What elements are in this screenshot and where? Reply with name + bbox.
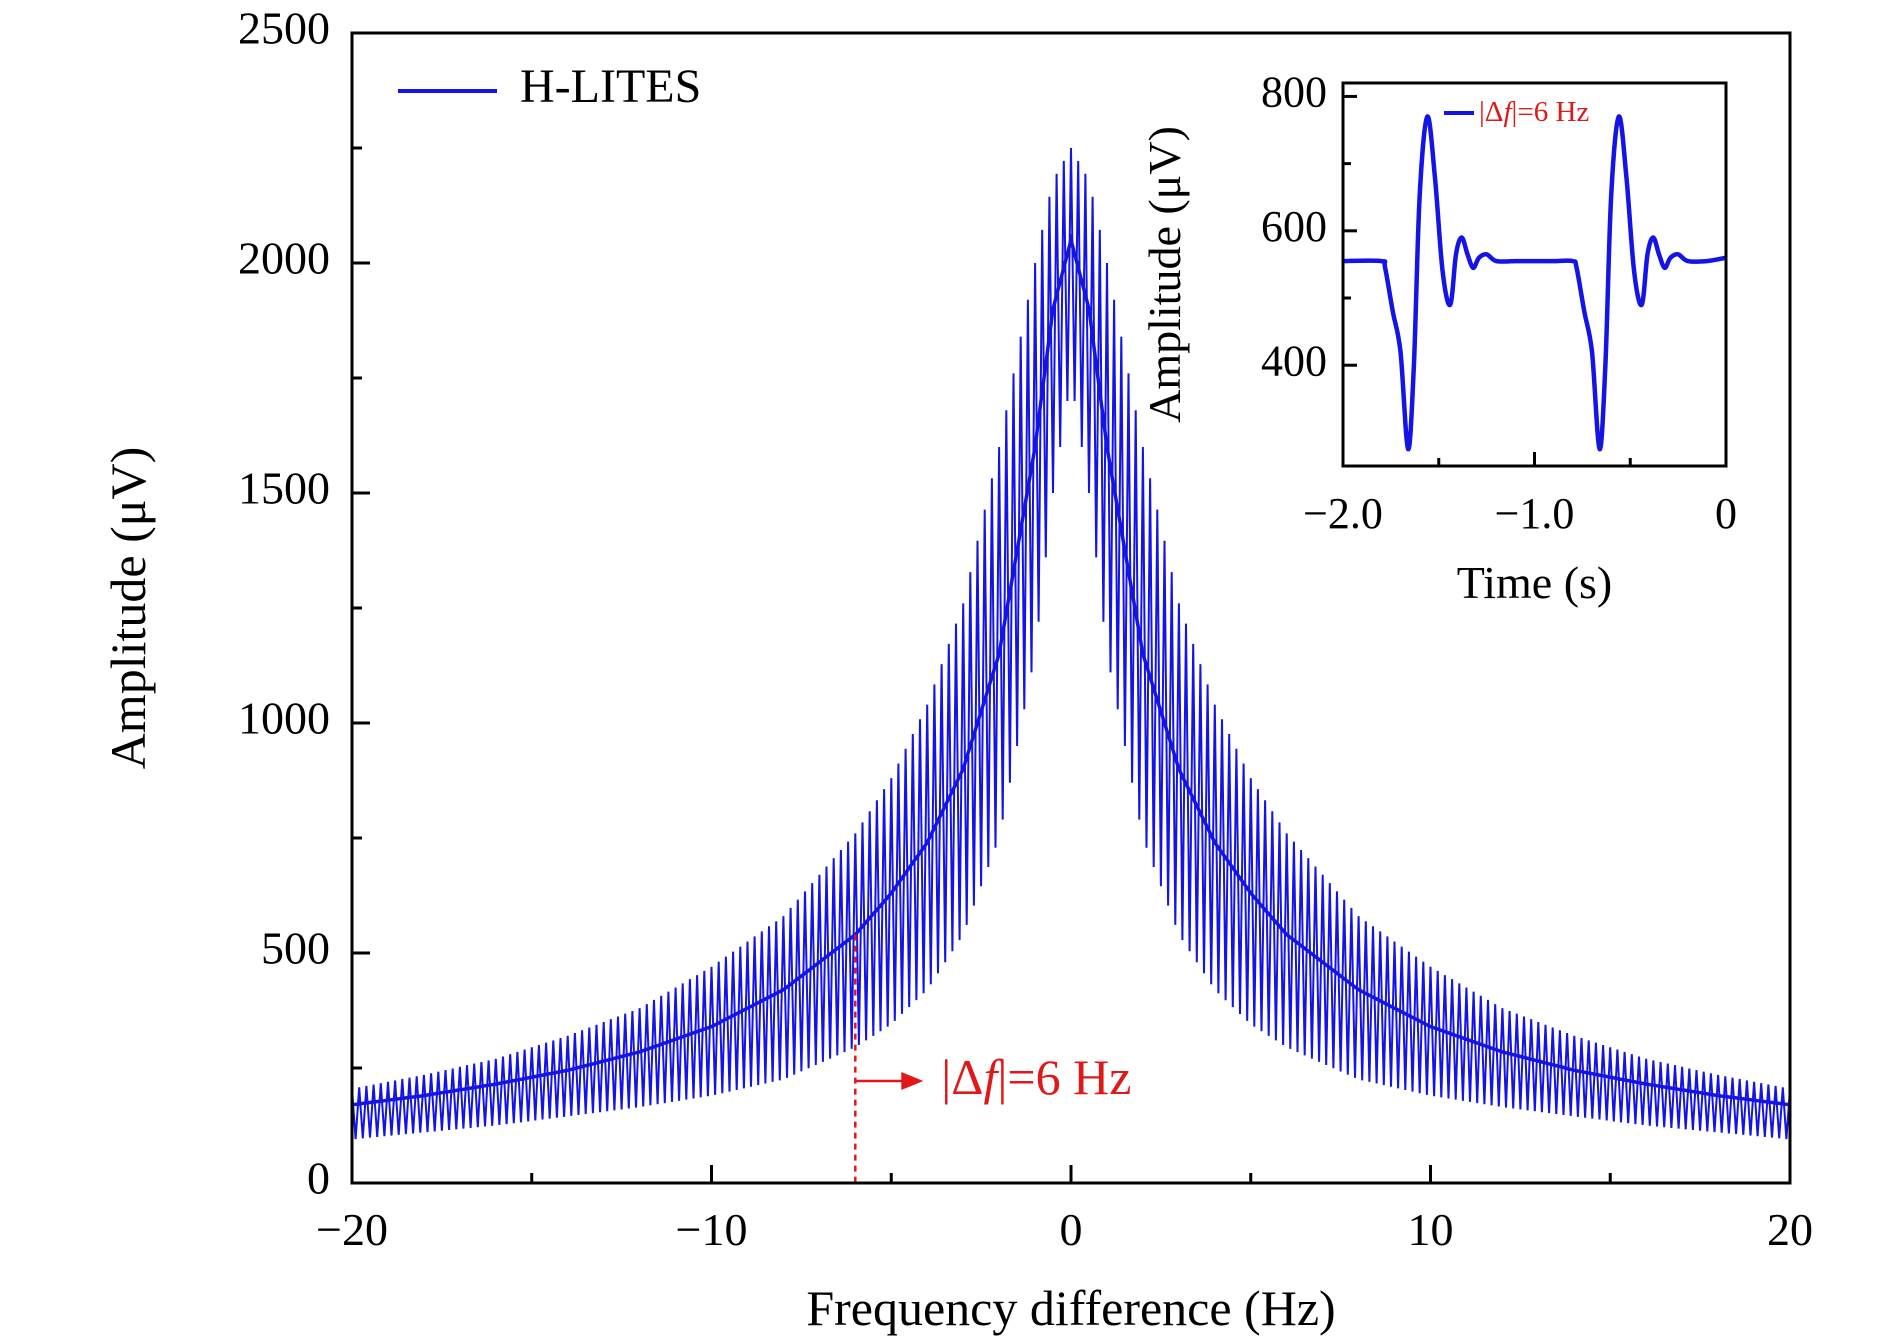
legend-label-h-lites: H-LITES [520, 60, 701, 113]
y-tick-label-500: 500 [261, 923, 330, 974]
annotation-layer: |Δf|=6 Hz [854, 934, 1131, 1183]
annotation-label: |Δf|=6 Hz [941, 1049, 1131, 1105]
inset-legend-label: |Δf|=6 Hz [1479, 96, 1589, 128]
y-tick-label-1000: 1000 [238, 693, 330, 744]
inset-y-axis-title: Amplitude (μV) [1139, 126, 1190, 423]
annotation-label-suffix: |=6 Hz [997, 1049, 1131, 1105]
inset-y-tick-label-400: 400 [1261, 336, 1327, 385]
x-tick-label-10: −10 [676, 1204, 748, 1255]
x-tick-label-10: 10 [1408, 1204, 1454, 1255]
inset-x-axis-title: Time (s) [1457, 557, 1613, 608]
annotation-label-prefix: |Δ [941, 1049, 983, 1105]
x-tick-label-20: 20 [1767, 1204, 1813, 1255]
x-axis-title: Frequency difference (Hz) [806, 1280, 1335, 1336]
main-legend: H-LITES [398, 60, 701, 113]
y-axis-title: Amplitude (μV) [100, 447, 156, 770]
inset-legend: |Δf|=6 Hz [1444, 96, 1589, 128]
x-tick-label-0: 0 [1060, 1204, 1083, 1255]
inset-x-tick-label-2-0: −2.0 [1303, 489, 1383, 538]
y-tick-label-2000: 2000 [238, 233, 330, 284]
main-data-layer [351, 147, 1791, 1140]
inset-x-tick-label-0: 0 [1715, 489, 1737, 538]
y-tick-label-0: 0 [307, 1153, 330, 1204]
y-tick-label-2500: 2500 [238, 3, 330, 54]
annotation-arrowhead [901, 1072, 924, 1090]
series-h-lites-oscillation [351, 147, 1791, 1140]
inset-series-line [1342, 114, 1727, 452]
main-plot: |Δf|=6 Hz −20 −10 0 10 20 0 500 1000 1500 2000 250… [100, 3, 1813, 1336]
inset-y-tick-label-600: 600 [1261, 202, 1327, 251]
inset-x-tick-label-1-0: −1.0 [1495, 489, 1575, 538]
inset-plot: −2.0 −1.0 0 400 600 800 |Δf|=6 Hz Time (s) Am… [1139, 68, 1737, 608]
inset-data-layer [1342, 114, 1727, 452]
y-tick-label-1500: 1500 [238, 463, 330, 514]
main-ticks: −20 −10 0 10 20 0 500 1000 1500 2000 2500 [238, 3, 1813, 1255]
inset-ticks: −2.0 −1.0 0 400 600 800 [1261, 68, 1737, 538]
x-tick-label-20: −20 [316, 1204, 388, 1255]
series-h-lites-center-curve [351, 233, 1791, 1107]
inset-background [1343, 83, 1726, 466]
inset-y-tick-label-800: 800 [1261, 68, 1327, 117]
